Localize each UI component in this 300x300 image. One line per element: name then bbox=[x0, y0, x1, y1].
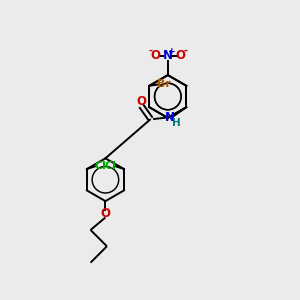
Text: +: + bbox=[168, 47, 176, 56]
Text: N: N bbox=[165, 111, 175, 124]
Text: O: O bbox=[150, 49, 160, 62]
Text: O: O bbox=[175, 49, 185, 62]
Text: -: - bbox=[148, 46, 153, 56]
Text: -: - bbox=[183, 46, 187, 56]
Text: Br: Br bbox=[157, 79, 170, 89]
Text: O: O bbox=[100, 207, 110, 220]
Text: Cl: Cl bbox=[94, 161, 106, 171]
Text: O: O bbox=[136, 95, 146, 108]
Text: H: H bbox=[172, 118, 181, 128]
Text: N: N bbox=[163, 49, 173, 62]
Text: Cl: Cl bbox=[105, 161, 116, 171]
